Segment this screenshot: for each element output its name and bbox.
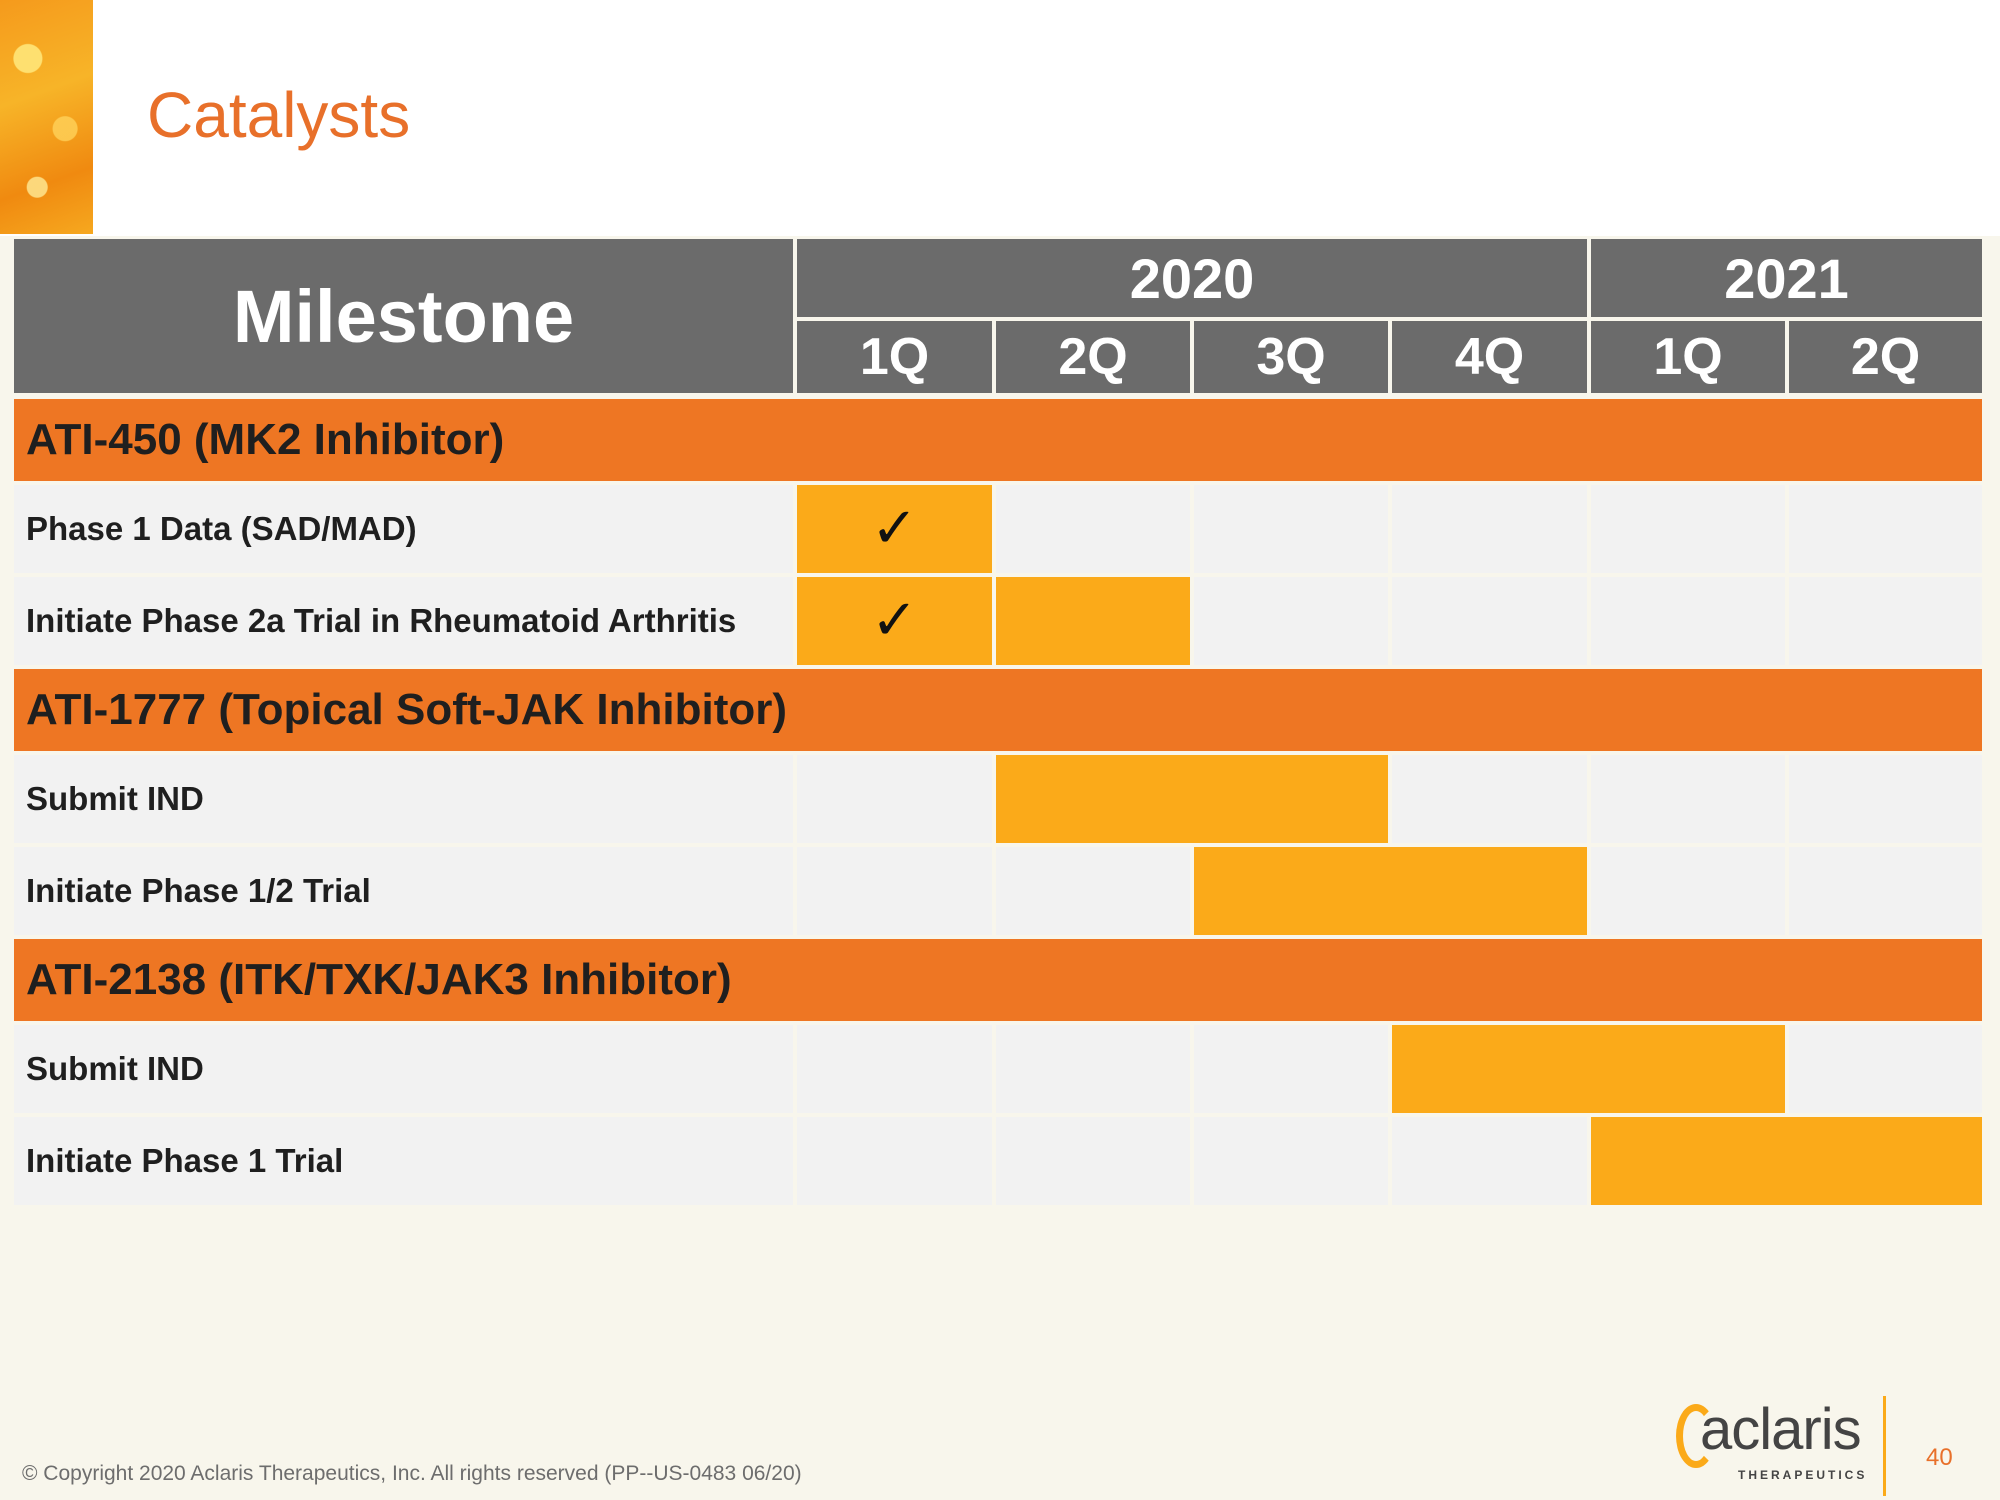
empty-cell: [797, 1025, 992, 1113]
copyright-text: © Copyright 2020 Aclaris Therapeutics, I…: [22, 1462, 802, 1485]
year-header-2021: 2021: [1591, 239, 1982, 317]
section-header: ATI-450 (MK2 Inhibitor): [14, 399, 1982, 481]
section-header-text: ATI-2138 (ITK/TXK/JAK3 Inhibitor): [26, 955, 732, 1004]
empty-cell: [1789, 577, 1982, 665]
empty-cell: [1591, 485, 1785, 573]
quarter-header: 1Q: [797, 321, 992, 393]
empty-cell: [797, 847, 992, 935]
timeline-bar: ✓: [797, 485, 992, 573]
milestone-label: Phase 1 Data (SAD/MAD): [14, 485, 793, 573]
milestone-label: Initiate Phase 1/2 Trial: [14, 847, 793, 935]
milestone-label-text: Phase 1 Data (SAD/MAD): [26, 510, 417, 547]
milestone-header-text: Milestone: [232, 274, 575, 358]
quarter-header: 1Q: [1591, 321, 1785, 393]
milestone-label: Submit IND: [14, 755, 793, 843]
empty-cell: [1194, 1117, 1388, 1205]
empty-cell: [797, 1117, 992, 1205]
quarter-header-text: 2Q: [1058, 328, 1128, 386]
timeline-bar: [996, 755, 1388, 843]
milestone-label-text: Initiate Phase 1 Trial: [26, 1142, 344, 1179]
header-band: [0, 0, 2000, 236]
milestone-label-text: Initiate Phase 1/2 Trial: [26, 872, 371, 909]
year-header-2020-text: 2020: [1129, 246, 1255, 310]
empty-cell: [1194, 577, 1388, 665]
empty-cell: [1392, 755, 1587, 843]
timeline-bar: [1392, 1025, 1785, 1113]
quarter-header-text: 1Q: [1653, 328, 1723, 386]
quarter-header: 2Q: [996, 321, 1190, 393]
logo-arc-icon: [1676, 1404, 1716, 1468]
quarter-header-text: 2Q: [1850, 328, 1921, 386]
empty-cell: [1194, 485, 1388, 573]
empty-cell: [1789, 755, 1982, 843]
footer-divider: [1883, 1396, 1886, 1496]
year-header-2021-text: 2021: [1724, 246, 1849, 310]
milestone-label: Submit IND: [14, 1025, 793, 1113]
milestone-label-text: Initiate Phase 2a Trial in Rheumatoid Ar…: [26, 602, 737, 639]
section-header: ATI-2138 (ITK/TXK/JAK3 Inhibitor): [14, 939, 1982, 1021]
milestone-header: Milestone: [14, 239, 793, 393]
section-header-text: ATI-450 (MK2 Inhibitor): [26, 415, 505, 464]
section-header-text: ATI-1777 (Topical Soft-JAK Inhibitor): [26, 685, 788, 734]
empty-cell: [1591, 847, 1785, 935]
empty-cell: [996, 1025, 1190, 1113]
empty-cell: [1392, 1117, 1587, 1205]
milestone-label-text: Submit IND: [26, 1050, 204, 1087]
milestone-label-text: Submit IND: [26, 780, 204, 817]
milestone-label: Initiate Phase 1 Trial: [14, 1117, 793, 1205]
aclaris-logo: aclaris THERAPEUTICS: [1676, 1392, 1872, 1488]
empty-cell: [1392, 485, 1587, 573]
timeline-bar: [1591, 1117, 1982, 1205]
quarter-header-text: 3Q: [1256, 328, 1326, 386]
timeline-bar: [1194, 847, 1587, 935]
quarter-header: 2Q: [1789, 321, 1982, 393]
quarter-header-text: 4Q: [1454, 328, 1525, 386]
checkmark-icon: ✓: [871, 496, 918, 561]
empty-cell: [996, 1117, 1190, 1205]
year-header-2020: 2020: [797, 239, 1587, 317]
section-header: ATI-1777 (Topical Soft-JAK Inhibitor): [14, 669, 1982, 751]
empty-cell: [1789, 847, 1982, 935]
corner-decoration-image: [0, 0, 93, 234]
empty-cell: [1392, 577, 1587, 665]
logo-subtext: THERAPEUTICS: [1738, 1468, 1868, 1482]
checkmark-icon: ✓: [871, 588, 918, 653]
timeline-bar: ✓: [797, 577, 992, 665]
quarter-header: 4Q: [1392, 321, 1587, 393]
empty-cell: [1591, 577, 1785, 665]
empty-cell: [1789, 1025, 1982, 1113]
empty-cell: [996, 847, 1190, 935]
page-number: 40: [1926, 1444, 1953, 1471]
slide-title: Catalysts: [147, 79, 411, 151]
empty-cell: [1591, 755, 1785, 843]
empty-cell: [1789, 485, 1982, 573]
empty-cell: [797, 755, 992, 843]
logo-wordmark: aclaris: [1700, 1397, 1862, 1462]
milestone-label: Initiate Phase 2a Trial in Rheumatoid Ar…: [14, 577, 793, 665]
quarter-header-text: 1Q: [859, 328, 930, 386]
quarter-header: 3Q: [1194, 321, 1388, 393]
timeline-bar: [996, 577, 1190, 665]
empty-cell: [1194, 1025, 1388, 1113]
catalysts-table: Milestone 2020 2021 1Q 2Q 3Q 4Q 1Q 2Q ATI-450 (MK…: [14, 239, 1986, 1212]
empty-cell: [996, 485, 1190, 573]
